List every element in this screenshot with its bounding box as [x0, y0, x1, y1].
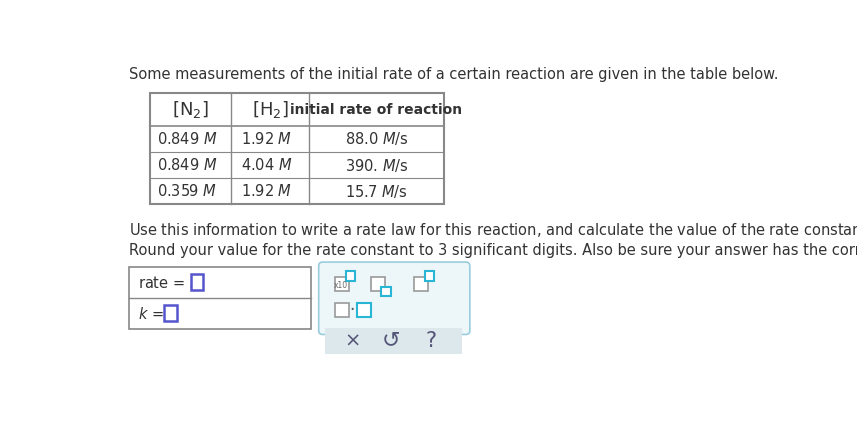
- Text: 390. $\mathit{M}$/s: 390. $\mathit{M}$/s: [345, 157, 408, 174]
- Text: ↺: ↺: [381, 331, 400, 351]
- Text: Some measurements of the initial rate of a certain reaction are given in the tab: Some measurements of the initial rate of…: [129, 67, 778, 82]
- Text: 15.7 $\mathit{M}$/s: 15.7 $\mathit{M}$/s: [345, 183, 408, 200]
- Bar: [191, 275, 203, 290]
- Text: $\left[\mathrm{H_2}\right]$: $\left[\mathrm{H_2}\right]$: [251, 99, 288, 120]
- Text: 4.04 $\mathit{M}$: 4.04 $\mathit{M}$: [241, 157, 292, 173]
- Bar: [381, 287, 391, 296]
- Bar: [165, 305, 177, 320]
- Bar: [414, 277, 428, 291]
- Text: Round your value for the rate constant to 3 significant digits. Also be sure you: Round your value for the rate constant t…: [129, 243, 857, 258]
- Bar: [335, 303, 349, 317]
- FancyBboxPatch shape: [319, 262, 470, 335]
- Text: 1.92 $\mathit{M}$: 1.92 $\mathit{M}$: [241, 131, 292, 147]
- Bar: [370, 277, 385, 291]
- Text: ·: ·: [350, 301, 355, 319]
- Bar: [325, 328, 462, 354]
- Bar: [150, 93, 444, 204]
- Text: rate = $\mathit{k}$: rate = $\mathit{k}$: [138, 275, 201, 291]
- Text: Use this information to write a rate law for this reaction, and calculate the va: Use this information to write a rate law…: [129, 221, 857, 239]
- Text: 1.92 $\mathit{M}$: 1.92 $\mathit{M}$: [241, 183, 292, 199]
- Text: 0.849 $\mathit{M}$: 0.849 $\mathit{M}$: [157, 157, 218, 173]
- Text: initial rate of reaction: initial rate of reaction: [291, 103, 463, 117]
- Bar: [357, 303, 370, 317]
- Text: ?: ?: [426, 331, 436, 351]
- Bar: [346, 271, 355, 280]
- Text: 88.0 $\mathit{M}$/s: 88.0 $\mathit{M}$/s: [345, 130, 408, 147]
- Bar: [129, 267, 311, 329]
- Text: $\left[\mathrm{N_2}\right]$: $\left[\mathrm{N_2}\right]$: [172, 99, 209, 120]
- Text: $\mathit{k}$ =: $\mathit{k}$ =: [138, 306, 164, 322]
- Bar: [425, 271, 434, 280]
- Text: ×: ×: [344, 331, 360, 350]
- Text: 0.849 $\mathit{M}$: 0.849 $\mathit{M}$: [157, 131, 218, 147]
- Text: 0.359 $\mathit{M}$: 0.359 $\mathit{M}$: [158, 183, 218, 199]
- Text: x10: x10: [333, 281, 347, 290]
- Bar: [335, 277, 349, 291]
